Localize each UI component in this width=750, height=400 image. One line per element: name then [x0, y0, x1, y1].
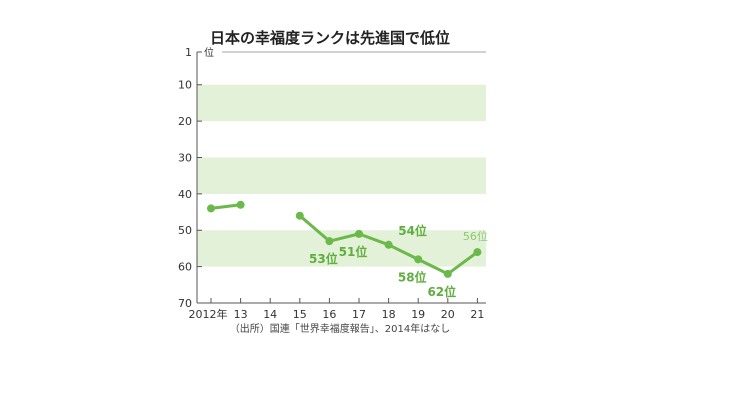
y-axis-ticks: 1 10 20 30 40 50 60 70 位 [178, 46, 214, 310]
data-point [443, 269, 452, 278]
x-tick-label: 13 [234, 308, 248, 321]
band-1 [197, 157, 486, 194]
x-tick-label: 20 [441, 308, 455, 321]
x-tick-label: 19 [411, 308, 425, 321]
chart-title: 日本の幸福度ランクは先進国で低位 [210, 29, 450, 47]
data-point [236, 200, 245, 209]
data-point [473, 248, 482, 257]
background-bands [197, 84, 486, 267]
data-point [384, 240, 393, 249]
source-note: （出所）国連「世界幸福度報告」、2014年はなし [230, 322, 450, 335]
x-tick-label: 21 [470, 308, 484, 321]
data-label: 56位 [463, 229, 488, 243]
x-tick-label: 17 [352, 308, 366, 321]
y-tick-label: 10 [178, 79, 192, 92]
series-points [207, 200, 482, 278]
data-point [295, 211, 304, 220]
y-tick-label: 60 [178, 261, 192, 274]
data-label: 53位 [309, 251, 338, 266]
band-2 [197, 230, 486, 267]
x-tick-label: 14 [263, 308, 277, 321]
data-point [414, 255, 423, 264]
y-tick-label: 30 [178, 151, 192, 164]
data-point [355, 229, 363, 238]
y-tick-label: 40 [178, 188, 192, 201]
x-tick-label: 16 [322, 308, 336, 321]
x-tick-label: 2012年 [189, 307, 228, 321]
data-point [325, 237, 334, 246]
data-label: 51位 [339, 244, 368, 259]
x-tick-label: 18 [382, 308, 396, 321]
x-axis-ticks: 2012年 13 14 15 16 17 18 19 20 21 [189, 298, 484, 321]
y-unit-label: 位 [204, 46, 214, 59]
data-label: 62位 [427, 284, 456, 299]
data-label: 58位 [398, 269, 427, 284]
y-tick-label: 1 [185, 46, 192, 59]
y-tick-label: 70 [178, 297, 192, 310]
y-tick-label: 20 [178, 115, 192, 128]
data-point [207, 204, 215, 213]
band-0 [197, 84, 486, 122]
x-tick-label: 15 [293, 308, 307, 321]
series-line-segment [209, 203, 243, 210]
y-tick-label: 50 [178, 224, 192, 237]
data-label: 54位 [398, 223, 427, 238]
axes [196, 51, 486, 304]
